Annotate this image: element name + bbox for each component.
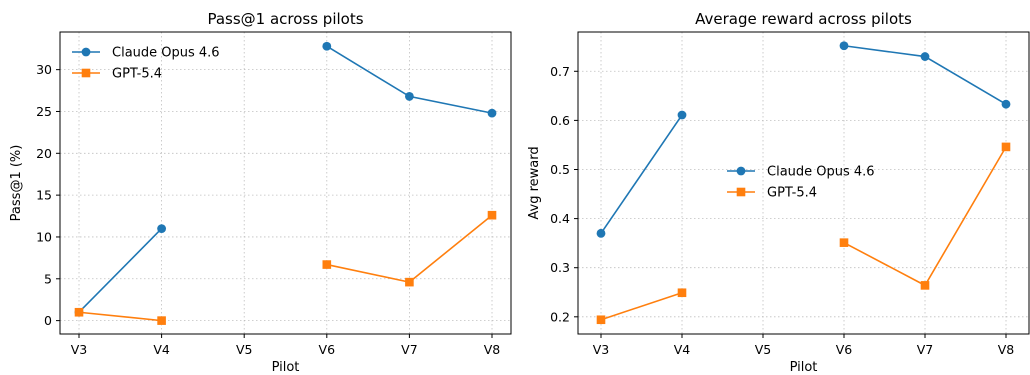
x-axis-label: Pilot	[790, 360, 818, 375]
legend-label: Claude Opus 4.6	[112, 46, 220, 61]
y-tick-label: 20	[36, 146, 52, 161]
data-point	[920, 281, 930, 290]
x-tick-label: V7	[401, 342, 418, 357]
legend-marker	[81, 68, 91, 78]
x-tick-label: V5	[755, 342, 772, 357]
x-axis-label: Pilot	[272, 360, 300, 375]
x-tick-label: V5	[236, 342, 253, 357]
y-tick-label: 30	[36, 62, 52, 77]
data-point	[596, 228, 606, 238]
series-gpt	[74, 210, 497, 325]
chart-title: Average reward across pilots	[695, 10, 912, 28]
legend: Claude Opus 4.6 GPT-5.4	[727, 165, 875, 201]
y-tick-label: 5	[44, 271, 52, 286]
y-tick-label: 10	[36, 229, 52, 244]
data-point	[920, 52, 930, 61]
series-claude-opus	[596, 41, 1011, 238]
plot-frame	[59, 31, 512, 335]
y-tick-label: 0.4	[550, 211, 570, 226]
data-point	[487, 210, 497, 220]
data-point	[322, 260, 332, 269]
legend-label: GPT-5.4	[112, 67, 162, 82]
legend-label: GPT-5.4	[767, 186, 817, 201]
data-point	[405, 277, 414, 287]
legend-label: Claude Opus 4.6	[767, 165, 875, 180]
y-tick-label: 0.3	[550, 260, 570, 275]
data-point	[677, 110, 687, 120]
data-point	[157, 316, 166, 325]
y-axis-label: Pass@1 (%)	[9, 145, 24, 222]
y-tick-label: 0	[44, 313, 52, 328]
y-tick-label: 0.5	[550, 162, 570, 177]
data-point	[1001, 99, 1011, 109]
series-claude-opus	[74, 41, 497, 317]
x-tick-label: V6	[319, 342, 336, 357]
series-line	[600, 291, 683, 321]
chart-2: V3 V4 V5 V6 V7 V8 0.2 0.3 0.4 0.5 0.6 0.7 Average re…	[527, 10, 1030, 375]
series-line	[600, 114, 683, 234]
x-tick-label: V4	[153, 342, 170, 357]
data-point	[677, 288, 687, 298]
series-line	[78, 311, 162, 322]
y-tick-label: 15	[36, 188, 52, 203]
x-tick-label: V3	[71, 342, 88, 357]
data-point	[596, 315, 606, 325]
x-tick-label: V7	[917, 342, 934, 357]
series-gpt	[596, 142, 1011, 325]
chart-1: V3 V4 V5 V6 V7 V8 0 5 10 15 20 25 30 Pass@1 across pi…	[9, 10, 512, 375]
data-point	[322, 41, 332, 51]
y-tick-label: 0.7	[550, 64, 570, 79]
legend-marker	[736, 166, 746, 176]
data-point	[839, 238, 849, 247]
data-point	[1001, 142, 1011, 152]
x-tick-label: V3	[593, 342, 610, 357]
data-point	[487, 108, 497, 118]
plot-frame	[577, 31, 1030, 335]
legend-marker	[736, 187, 746, 197]
y-tick-label: 25	[36, 104, 52, 119]
data-point	[74, 307, 84, 317]
chart-title: Pass@1 across pilots	[207, 10, 363, 28]
y-axis-label: Avg reward	[527, 146, 542, 219]
x-tick-label: V4	[674, 342, 691, 357]
series-line	[78, 228, 163, 313]
legend-marker	[81, 47, 91, 57]
x-tick-label: V6	[836, 342, 853, 357]
y-tick-label: 0.2	[550, 309, 570, 324]
legend: Claude Opus 4.6 GPT-5.4	[72, 46, 220, 82]
data-point	[157, 224, 167, 233]
data-point	[405, 92, 414, 101]
data-point	[839, 41, 849, 51]
x-tick-label: V8	[484, 342, 501, 357]
x-tick-label: V8	[998, 342, 1015, 357]
y-tick-label: 0.6	[550, 113, 570, 128]
